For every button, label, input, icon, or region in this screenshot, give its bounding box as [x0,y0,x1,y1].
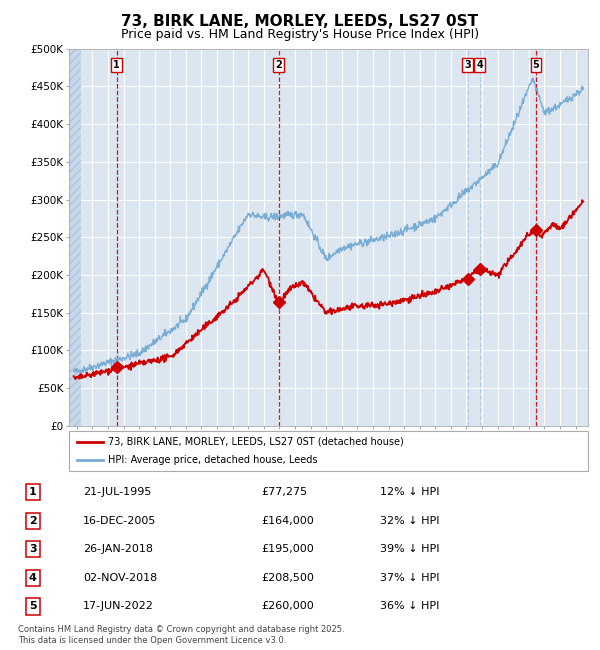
Bar [69,49,82,426]
Text: 4: 4 [29,573,37,583]
Text: £260,000: £260,000 [262,601,314,612]
Text: 1: 1 [113,60,120,70]
Text: £208,500: £208,500 [262,573,314,583]
Text: 32% ↓ HPI: 32% ↓ HPI [380,515,440,526]
FancyBboxPatch shape [69,431,588,471]
Text: £195,000: £195,000 [262,544,314,554]
Text: 2: 2 [29,515,37,526]
Text: 17-JUN-2022: 17-JUN-2022 [83,601,154,612]
Text: 36% ↓ HPI: 36% ↓ HPI [380,601,440,612]
Text: 02-NOV-2018: 02-NOV-2018 [83,573,157,583]
Text: 12% ↓ HPI: 12% ↓ HPI [380,487,440,497]
Text: 37% ↓ HPI: 37% ↓ HPI [380,573,440,583]
Text: 1: 1 [29,487,37,497]
Text: 3: 3 [29,544,37,554]
Text: 5: 5 [29,601,37,612]
Text: Price paid vs. HM Land Registry's House Price Index (HPI): Price paid vs. HM Land Registry's House … [121,28,479,41]
Text: 21-JUL-1995: 21-JUL-1995 [83,487,152,497]
Text: 26-JAN-2018: 26-JAN-2018 [83,544,153,554]
Text: £77,275: £77,275 [262,487,308,497]
Text: 39% ↓ HPI: 39% ↓ HPI [380,544,440,554]
Text: 73, BIRK LANE, MORLEY, LEEDS, LS27 0ST (detached house): 73, BIRK LANE, MORLEY, LEEDS, LS27 0ST (… [108,437,404,447]
Text: 73, BIRK LANE, MORLEY, LEEDS, LS27 0ST: 73, BIRK LANE, MORLEY, LEEDS, LS27 0ST [121,14,479,29]
Text: HPI: Average price, detached house, Leeds: HPI: Average price, detached house, Leed… [108,456,317,465]
Text: 5: 5 [533,60,539,70]
Text: Contains HM Land Registry data © Crown copyright and database right 2025.
This d: Contains HM Land Registry data © Crown c… [18,625,344,645]
Text: £164,000: £164,000 [262,515,314,526]
Text: 4: 4 [476,60,483,70]
Text: 16-DEC-2005: 16-DEC-2005 [83,515,157,526]
Text: 3: 3 [464,60,471,70]
Text: 2: 2 [275,60,282,70]
